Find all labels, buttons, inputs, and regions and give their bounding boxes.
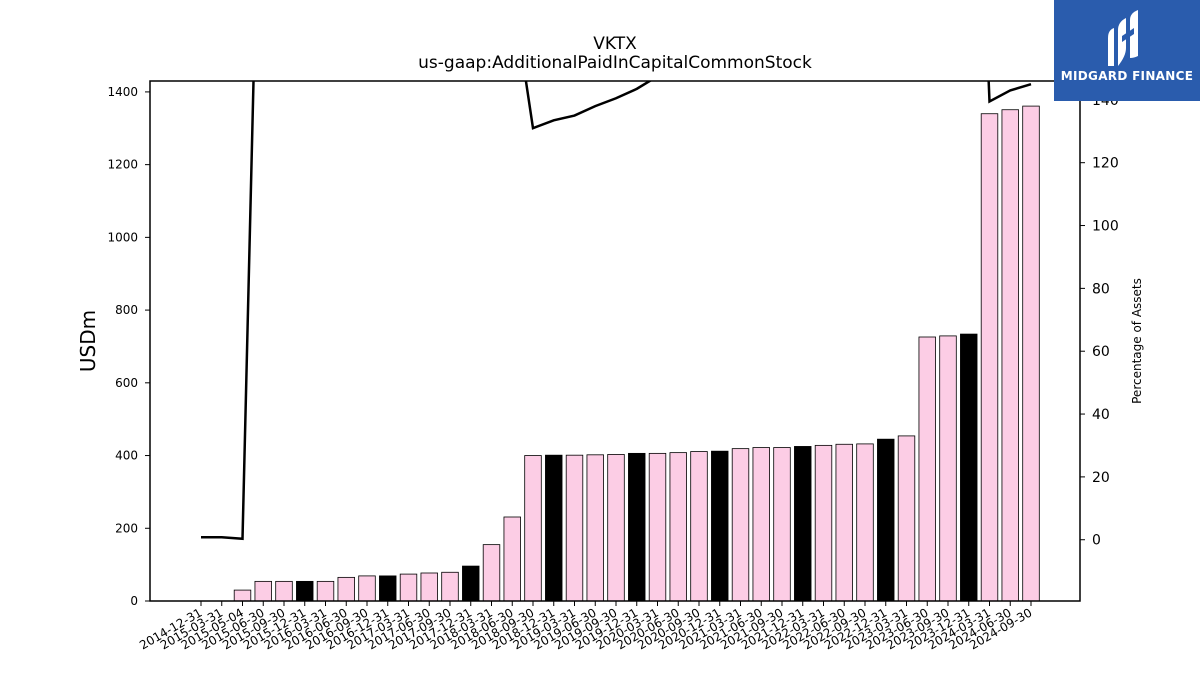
bar	[690, 451, 708, 602]
y2-tick-label: 120	[1092, 156, 1119, 172]
bar	[503, 516, 521, 602]
bar	[399, 573, 418, 602]
bar	[835, 443, 853, 602]
bar	[275, 580, 293, 602]
bar	[773, 447, 791, 602]
bar	[752, 447, 770, 602]
y2-tick-label: 40	[1092, 407, 1110, 423]
bar	[337, 576, 355, 602]
bar	[794, 446, 812, 602]
y2-tick-label: 80	[1092, 281, 1110, 297]
line-group	[201, 81, 1032, 541]
logo-text: MIDGARD FINANCE	[1060, 69, 1194, 83]
bar	[648, 452, 667, 602]
y-tick-label: 1400	[107, 85, 138, 99]
bar	[960, 333, 978, 602]
bar	[856, 443, 874, 602]
y2-tick-label: 60	[1092, 344, 1110, 360]
chart-subtitle: us-gaap:AdditionalPaidInCapitalCommonSto…	[418, 53, 812, 73]
x-axis-ticks: 2014-12-312015-03-312015-05-042015-06-30…	[137, 601, 1035, 652]
bar	[980, 113, 999, 602]
y2-tick-label: 20	[1092, 470, 1110, 486]
bar	[358, 575, 376, 602]
y2-axis-label: Percentage of Assets	[1130, 278, 1144, 404]
bar	[897, 435, 916, 602]
bar	[545, 454, 563, 602]
bar	[316, 580, 335, 602]
bar	[814, 444, 833, 602]
bar	[1022, 105, 1040, 602]
y-tick-label: 200	[115, 521, 138, 535]
bar	[607, 454, 625, 602]
bar	[939, 335, 957, 602]
brand-logo: MIDGARD FINANCE	[1054, 0, 1200, 101]
bar	[524, 455, 542, 602]
percent-of-assets-line	[201, 81, 1032, 541]
left-axis-ticks: 0 200 400 600 800 1000 1200 1400	[107, 85, 150, 608]
y-tick-label: 1000	[107, 230, 138, 244]
chart-title: VKTX	[593, 34, 637, 54]
y-tick-label: 1200	[107, 158, 138, 172]
bar	[379, 575, 397, 602]
y-tick-label: 600	[115, 376, 138, 390]
bar	[254, 580, 272, 602]
bar	[628, 452, 646, 602]
y-tick-label: 400	[115, 449, 138, 463]
y-tick-label: 800	[115, 303, 138, 317]
bar	[462, 565, 480, 602]
y2-tick-label: 100	[1092, 219, 1119, 235]
bar	[482, 544, 501, 602]
bar	[233, 589, 252, 602]
bars-group	[233, 105, 1040, 602]
y2-tick-label: 0	[1092, 533, 1101, 549]
right-axis-ticks: 020406080100120140	[1080, 93, 1119, 549]
y-tick-label: 0	[130, 594, 138, 608]
bar	[731, 448, 750, 602]
y-axis-label: USDm	[76, 310, 100, 372]
plot-frame	[149, 80, 1081, 602]
bar	[420, 572, 438, 602]
bar	[296, 580, 314, 602]
bar	[918, 336, 936, 602]
bar	[711, 450, 729, 602]
bar	[441, 571, 459, 602]
bar	[565, 454, 584, 602]
bar	[669, 452, 687, 602]
bar	[586, 454, 604, 602]
bar	[1001, 109, 1019, 602]
logo-mark-icon	[1108, 10, 1138, 66]
bar	[877, 438, 895, 602]
